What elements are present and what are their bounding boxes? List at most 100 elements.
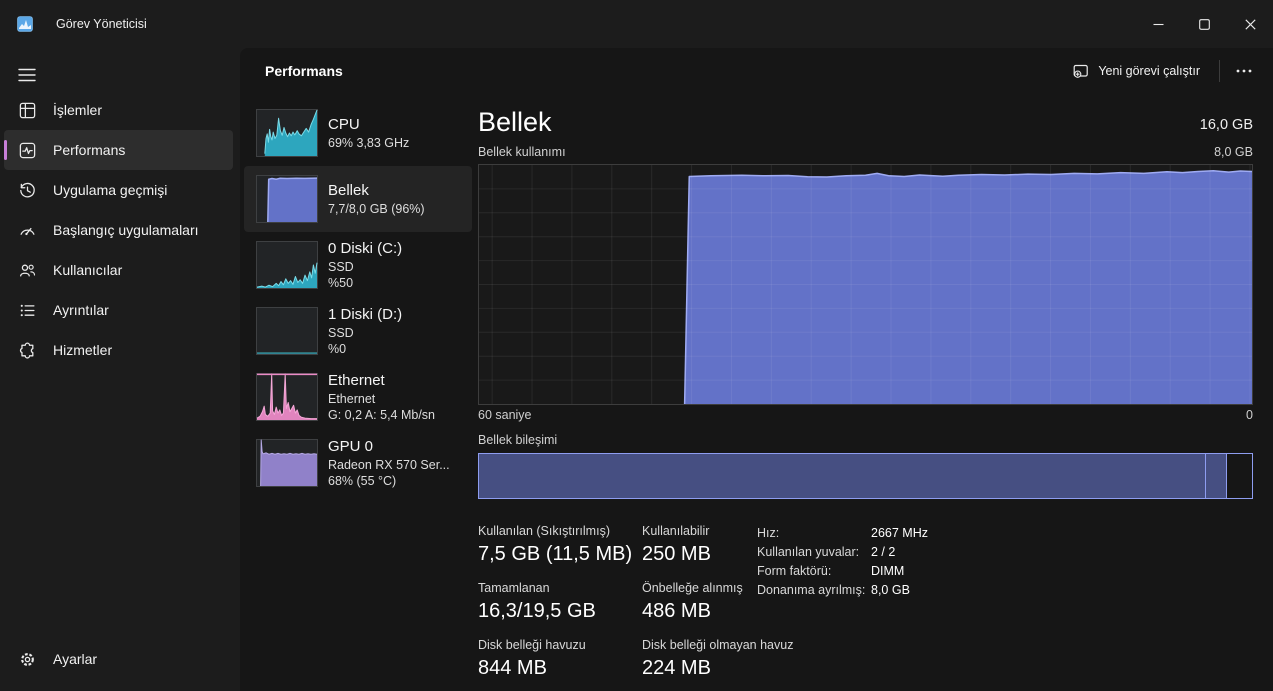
sidebar-item-label: Uygulama geçmişi — [53, 182, 168, 198]
disk1-mini-chart — [256, 307, 318, 355]
close-icon — [1244, 18, 1256, 30]
history-clock-icon — [18, 181, 36, 199]
info-hw-reserved-label: Donanıma ayrılmış: — [757, 583, 866, 597]
mini-title: GPU 0 — [328, 437, 374, 455]
performance-icon — [18, 141, 36, 159]
mini-subtitle: 68% (55 °C) — [328, 473, 397, 488]
gear-icon — [18, 650, 36, 668]
memory-composition-bar — [478, 453, 1253, 499]
navigation-toggle-button[interactable] — [8, 58, 46, 92]
sidebar-item-startup-apps[interactable]: Başlangıç uygulamaları — [4, 210, 233, 250]
mini-title: 1 Diski (D:) — [328, 305, 403, 323]
sidebar-item-label: İşlemler — [53, 102, 103, 118]
mini-title: CPU — [328, 115, 360, 133]
mini-row-disk0[interactable]: 0 Diski (C:) SSD %50 — [244, 232, 472, 298]
mini-subtitle: Ethernet — [328, 391, 376, 406]
maximize-button[interactable] — [1181, 0, 1227, 48]
run-new-task-button[interactable]: Yeni görevi çalıştır — [1063, 56, 1210, 86]
stat-committed: Tamamlanan 16,3/19,5 GB — [478, 581, 596, 622]
sidebar-item-label: Başlangıç uygulamaları — [53, 222, 199, 238]
performance-mini-list: CPU 69% 3,83 GHz Bellek 7,7/8,0 GB (96%)… — [244, 100, 472, 496]
stat-cached: Önbelleğe alınmış 486 MB — [642, 581, 743, 622]
x-axis-left-label: 60 saniye — [478, 408, 532, 422]
mini-subtitle: SSD — [328, 325, 354, 340]
cpu-mini-chart — [256, 109, 318, 157]
mini-title: Ethernet — [328, 371, 385, 389]
close-button[interactable] — [1227, 0, 1273, 48]
header-actions: Yeni görevi çalıştır — [1063, 56, 1265, 86]
page-title: Performans — [265, 63, 343, 79]
speedometer-icon — [18, 221, 36, 239]
mini-row-disk1[interactable]: 1 Diski (D:) SSD %0 — [244, 298, 472, 364]
more-options-button[interactable] — [1229, 58, 1259, 84]
details-list-icon — [18, 301, 36, 319]
mini-title: 0 Diski (C:) — [328, 239, 403, 257]
mini-subtitle: %50 — [328, 275, 354, 290]
header-divider — [1219, 60, 1220, 82]
sidebar-item-label: Ayarlar — [53, 651, 98, 667]
mini-subtitle: %0 — [328, 341, 347, 356]
app-icon — [17, 16, 33, 32]
run-task-icon — [1073, 64, 1089, 78]
composition-label: Bellek bileşimi — [478, 433, 558, 447]
info-speed-value: 2667 MHz — [871, 526, 928, 540]
services-puzzle-icon — [18, 341, 36, 359]
mini-subtitle: G: 0,2 A: 5,4 Mb/sn — [328, 407, 436, 422]
sidebar-item-details[interactable]: Ayrıntılar — [4, 290, 233, 330]
sidebar-item-performance[interactable]: Performans — [4, 130, 233, 170]
sidebar-settings: Ayarlar — [4, 639, 233, 679]
mini-subtitle: 7,7/8,0 GB (96%) — [328, 201, 425, 216]
sidebar-item-app-history[interactable]: Uygulama geçmişi — [4, 170, 233, 210]
info-form-factor-value: DIMM — [871, 564, 905, 578]
detail-title: Bellek — [478, 107, 552, 137]
stat-used: Kullanılan (Sıkıştırılmış) 7,5 GB (11,5 … — [478, 524, 633, 565]
info-form-factor-label: Form faktörü: — [757, 564, 832, 578]
stat-paged-pool: Disk belleği havuzu 844 MB — [478, 638, 586, 679]
sidebar-nav: İşlemler Performans Uygulama geçmişi Baş… — [4, 90, 233, 370]
memory-usage-area — [479, 165, 1252, 404]
minimize-button[interactable] — [1135, 0, 1181, 48]
maximize-icon — [1198, 18, 1210, 30]
ethernet-mini-chart — [256, 373, 318, 421]
sidebar-item-label: Hizmetler — [53, 342, 113, 358]
y-axis-max-label: 8,0 GB — [1214, 145, 1253, 159]
sidebar-item-label: Performans — [53, 142, 126, 158]
stat-available: Kullanılabilir 250 MB — [642, 524, 711, 565]
sidebar: İşlemler Performans Uygulama geçmişi Baş… — [0, 48, 240, 691]
mini-subtitle: 69% 3,83 GHz — [328, 135, 410, 150]
hamburger-icon — [18, 68, 36, 82]
composition-segment-free — [1227, 454, 1252, 498]
window-title: Görev Yöneticisi — [56, 17, 147, 31]
total-memory-label: 16,0 GB — [1199, 117, 1253, 133]
mini-row-cpu[interactable]: CPU 69% 3,83 GHz — [244, 100, 472, 166]
content-panel: Performans Yeni görevi çalıştır — [240, 48, 1273, 691]
gpu-mini-chart — [256, 439, 318, 487]
sidebar-item-label: Ayrıntılar — [53, 302, 109, 318]
processes-icon — [18, 101, 36, 119]
memory-hardware-info: Hız: 2667 MHz Kullanılan yuvalar: 2 / 2 … — [757, 526, 928, 680]
mini-row-ethernet[interactable]: Ethernet Ethernet G: 0,2 A: 5,4 Mb/sn — [244, 364, 472, 430]
mini-row-memory[interactable]: Bellek 7,7/8,0 GB (96%) — [244, 166, 472, 232]
memory-detail-panel: Bellek 16,0 GB Bellek kullanımı 8,0 GB 6… — [478, 100, 1253, 680]
sidebar-item-services[interactable]: Hizmetler — [4, 330, 233, 370]
info-slots-label: Kullanılan yuvalar: — [757, 545, 860, 559]
info-slots-value: 2 / 2 — [871, 545, 896, 559]
sidebar-item-users[interactable]: Kullanıcılar — [4, 250, 233, 290]
disk0-mini-chart — [256, 241, 318, 289]
memory-mini-chart — [256, 175, 318, 223]
sidebar-item-settings[interactable]: Ayarlar — [4, 639, 233, 679]
info-hw-reserved-value: 8,0 GB — [871, 583, 910, 597]
sidebar-item-processes[interactable]: İşlemler — [4, 90, 233, 130]
mini-subtitle: SSD — [328, 259, 354, 274]
memory-stats: Kullanılan (Sıkıştırılmış) 7,5 GB (11,5 … — [478, 524, 1253, 680]
composition-segment-in-use — [479, 454, 1206, 498]
composition-segment-standby — [1205, 454, 1228, 498]
titlebar: Görev Yöneticisi — [0, 0, 1273, 48]
info-speed-label: Hız: — [757, 526, 780, 540]
run-task-label: Yeni görevi çalıştır — [1098, 64, 1200, 78]
mini-row-gpu[interactable]: GPU 0 Radeon RX 570 Ser... 68% (55 °C) — [244, 430, 472, 496]
ellipsis-icon — [1236, 69, 1252, 73]
memory-usage-chart — [478, 164, 1253, 405]
sidebar-item-label: Kullanıcılar — [53, 262, 123, 278]
